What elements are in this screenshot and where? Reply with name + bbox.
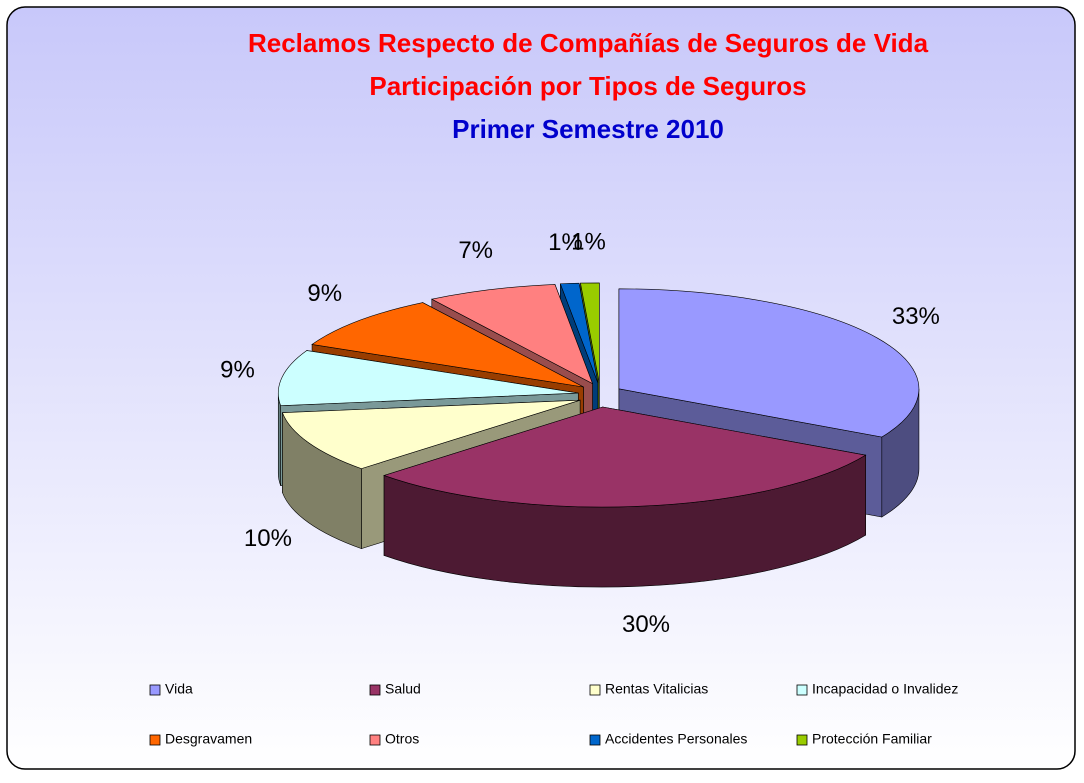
data-label: 30% (622, 611, 670, 638)
chart-title: Participación por Tipos de Seguros (369, 71, 806, 101)
slice (383, 406, 867, 508)
chart-title: Reclamos Respecto de Compañías de Seguro… (248, 28, 929, 58)
legend-swatch (589, 734, 601, 746)
legend-label: Incapacidad o Invalidez (812, 681, 958, 697)
slice-side (277, 393, 281, 486)
legend-swatch (796, 684, 808, 696)
slice (618, 288, 920, 438)
legend-swatch (149, 734, 161, 746)
slice (282, 399, 581, 469)
legend-swatch (796, 734, 808, 746)
legend-label: Salud (385, 681, 421, 697)
legend-label: Protección Familiar (812, 731, 932, 747)
slice (580, 282, 600, 383)
legend-label: Otros (385, 731, 419, 747)
legend-label: Desgravamen (165, 731, 252, 747)
legend-label: Vida (165, 681, 193, 697)
legend-label: Rentas Vitalicias (605, 681, 708, 697)
data-label: 9% (220, 357, 255, 384)
slice (430, 284, 594, 385)
data-label: 10% (244, 525, 292, 552)
slice (311, 302, 584, 388)
slice (559, 282, 599, 384)
data-label: 1% (571, 228, 606, 255)
chart-subtitle: Primer Semestre 2010 (452, 114, 724, 144)
slice (278, 350, 579, 406)
legend-swatch (369, 734, 381, 746)
legend-swatch (369, 684, 381, 696)
legend-swatch (589, 684, 601, 696)
legend-swatch (149, 684, 161, 696)
data-label: 9% (307, 280, 342, 307)
data-label: 1% (548, 229, 583, 256)
legend-label: Accidentes Personales (605, 731, 747, 747)
data-label: 7% (458, 237, 493, 264)
data-label: 33% (892, 303, 940, 330)
